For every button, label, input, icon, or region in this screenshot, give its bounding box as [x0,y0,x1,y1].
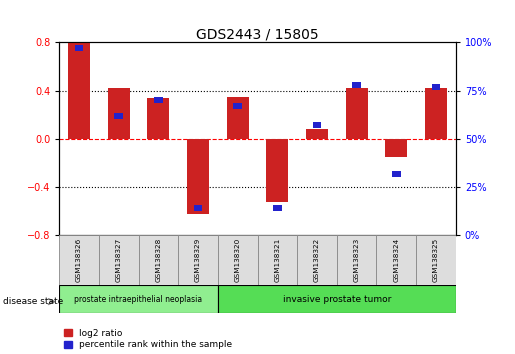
Text: GSM138322: GSM138322 [314,238,320,282]
Bar [99,235,139,285]
Bar [227,97,249,139]
Text: GSM138321: GSM138321 [274,238,280,282]
Text: disease state: disease state [3,297,63,306]
Text: GSM138328: GSM138328 [156,238,161,282]
Title: GDS2443 / 15805: GDS2443 / 15805 [196,27,319,41]
Bar [114,113,123,119]
Bar [139,235,178,285]
Bar [273,205,282,211]
Text: invasive prostate tumor: invasive prostate tumor [283,295,391,304]
Text: GSM138325: GSM138325 [433,238,439,282]
Text: GSM138327: GSM138327 [116,238,122,282]
Bar [68,42,90,139]
Bar [432,84,440,90]
Bar [392,171,401,177]
Bar [416,235,456,285]
Bar [258,235,297,285]
Bar [178,235,218,285]
Bar [352,82,361,88]
Bar [108,88,130,139]
Bar [194,205,202,211]
Text: GSM138326: GSM138326 [76,238,82,282]
Text: GSM138323: GSM138323 [354,238,359,282]
Bar [346,88,368,139]
Text: GSM138324: GSM138324 [393,238,399,282]
Bar [337,235,376,285]
Bar [297,235,337,285]
Bar [376,235,416,285]
Text: prostate intraepithelial neoplasia: prostate intraepithelial neoplasia [75,295,202,304]
Bar [425,88,447,139]
Legend: log2 ratio, percentile rank within the sample: log2 ratio, percentile rank within the s… [64,329,232,349]
Bar [59,235,99,285]
Bar [154,97,163,103]
Bar [233,103,242,109]
Bar [75,45,83,51]
Bar [147,98,169,139]
Text: GSM138329: GSM138329 [195,238,201,282]
Bar [266,139,288,202]
Bar [313,122,321,129]
Bar [218,285,456,313]
Bar [385,139,407,157]
Text: GSM138320: GSM138320 [235,238,241,282]
Bar [59,285,218,313]
Bar [306,129,328,139]
Bar [218,235,258,285]
Bar [187,139,209,214]
